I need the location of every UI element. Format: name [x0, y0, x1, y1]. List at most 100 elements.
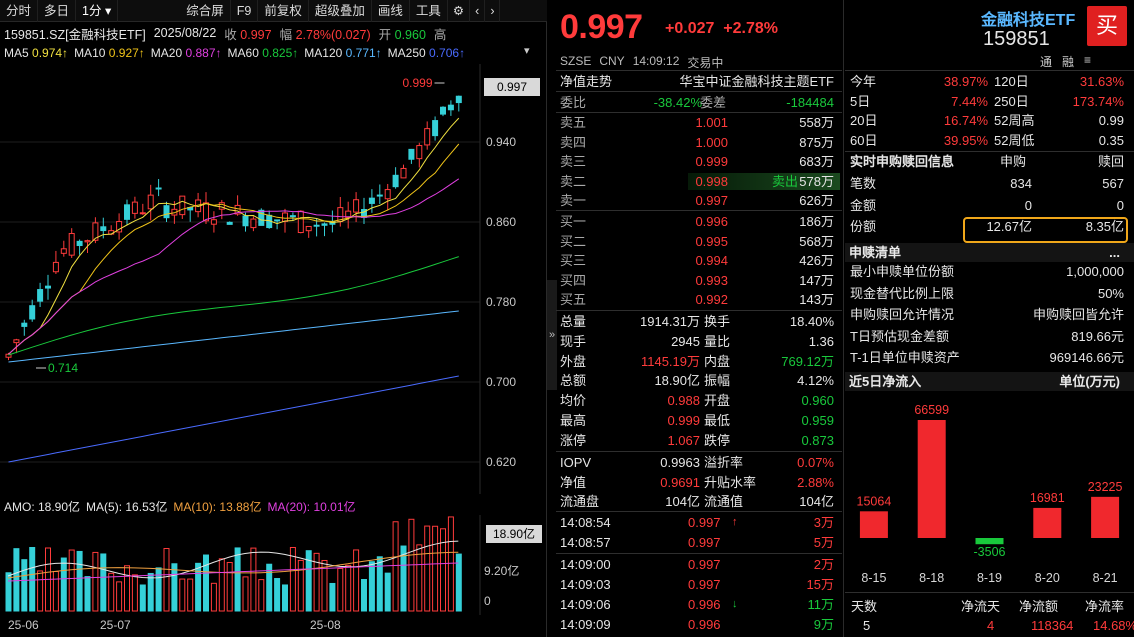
- list-label: 申购赎回允许情况: [850, 307, 955, 323]
- volume-bar: [179, 578, 186, 612]
- tools-button[interactable]: 工具: [410, 0, 448, 22]
- volume-tag: 18.90亿: [486, 525, 542, 543]
- tick-row[interactable]: 14:09:03 0.997 15万: [560, 575, 838, 594]
- ask-row[interactable]: 卖二 0.998 卖出 578万: [560, 172, 840, 191]
- perf-value: 0.35: [1098, 132, 1124, 148]
- list-header: 申赎清单 ...: [845, 243, 1134, 262]
- stat-value: 18.90亿: [654, 373, 700, 389]
- ask-row[interactable]: 卖三 0.999 683万: [560, 152, 838, 171]
- chevron-left-icon[interactable]: ‹: [470, 0, 486, 22]
- volume-chart[interactable]: 9.20亿 0: [0, 515, 547, 615]
- stat-value: 1.36: [808, 333, 834, 349]
- ask-row[interactable]: 卖一 0.997 626万: [560, 191, 838, 210]
- perf-value: 38.97%: [943, 74, 988, 89]
- fund-short-name: 金融科技ETF: [981, 12, 1076, 29]
- period-label: 1分: [82, 3, 102, 18]
- candle: [84, 240, 91, 243]
- candle: [179, 195, 186, 216]
- menu-icon[interactable]: ≡: [1084, 53, 1092, 67]
- netval-row[interactable]: 净值走势 华宝中证金融科技主题ETF: [560, 72, 838, 91]
- flow-foot-value: 118364: [1031, 618, 1074, 633]
- ask-row[interactable]: 卖四 1.000 875万: [560, 133, 838, 152]
- perf-row: 今年 38.97% 120日 31.63%: [850, 72, 1128, 91]
- performance-table: 今年 38.97% 120日 31.63% 5日 7.44% 250日 173.74% 20日 1…: [845, 72, 1130, 152]
- volume-bar: [266, 563, 273, 612]
- tick-row[interactable]: 14:09:09 0.996 9万: [560, 615, 838, 634]
- level-label: 卖五: [560, 115, 587, 130]
- ma-item: MA10 0.927↑: [74, 46, 145, 60]
- more-icon[interactable]: ...: [1109, 245, 1120, 260]
- tick-row[interactable]: 14:08:57 0.997 5万: [560, 533, 838, 552]
- bid-row[interactable]: 买二 0.995 568万: [560, 232, 838, 251]
- bid-row[interactable]: 买四 0.993 147万: [560, 271, 838, 290]
- order-book: 卖五 1.001 558万卖四 1.000 875万 卖三 0.999 683万 卖二 0.998…: [556, 113, 842, 309]
- perf-value: 39.95%: [943, 132, 988, 148]
- period-select[interactable]: 1分 ▾: [76, 0, 119, 22]
- stat-label: 总量: [560, 314, 587, 329]
- adjust-button[interactable]: 前复权: [258, 0, 309, 22]
- ma-value: 0.887↑: [185, 46, 222, 60]
- composite-screen-button[interactable]: 综合屏: [180, 0, 231, 22]
- tick-row[interactable]: 14:09:06 0.996 ↓ 11万: [560, 595, 838, 614]
- volume-bar: [218, 558, 225, 612]
- inflow-bar: [1033, 507, 1062, 538]
- tick-row[interactable]: 14:08:54 0.997 ↑ 3万: [560, 513, 838, 532]
- level-price: 1.001: [695, 115, 728, 130]
- inflow-label: 16981: [1030, 491, 1065, 505]
- candle: [297, 210, 304, 234]
- open-field: 开 0.960: [379, 24, 426, 43]
- sg-col-subscribe: 申购: [1000, 154, 1027, 169]
- stat-row: 总额 18.90亿 振幅 4.12%: [560, 371, 838, 390]
- y-tick: 0.780: [486, 295, 516, 309]
- chevron-right-icon[interactable]: ›: [485, 0, 501, 22]
- volume-bar: [29, 547, 36, 612]
- volume-bar: [131, 574, 138, 612]
- bid-row[interactable]: 买五 0.992 143万: [560, 290, 838, 309]
- tick-volume: 9万: [813, 617, 834, 632]
- stat-value: 104亿: [799, 494, 834, 509]
- rong-button[interactable]: 融: [1062, 55, 1075, 69]
- f9-button[interactable]: F9: [231, 0, 259, 22]
- tab-intraday[interactable]: 分时: [0, 0, 39, 22]
- tab-multiday[interactable]: 多日: [38, 0, 77, 22]
- volume-bar: [384, 572, 391, 612]
- bid-row[interactable]: 买三 0.994 426万: [560, 251, 838, 270]
- candle: [124, 204, 130, 220]
- volume-bar: [376, 556, 383, 612]
- volume-bar: [52, 571, 59, 612]
- level-volume: 558万: [799, 115, 834, 130]
- tick-row[interactable]: 14:09:00 0.997 2万: [560, 555, 838, 574]
- volume-bar: [76, 550, 83, 612]
- bid-row[interactable]: 买一 0.996 186万: [560, 212, 838, 231]
- candle: [76, 240, 83, 247]
- stat-row: 外盘 1145.19万 内盘 769.12万: [560, 352, 838, 371]
- kline-chart[interactable]: 0.940 0.860 0.780 0.700 0.620 0.999 0.714: [0, 64, 547, 494]
- level-label: 买三: [560, 253, 587, 269]
- stat-label: 跌停: [704, 432, 731, 448]
- ask-row[interactable]: 卖五 1.001 558万: [560, 113, 838, 132]
- amo-ma10-line: [7, 551, 459, 579]
- ma-line: [8, 310, 459, 363]
- gear-icon[interactable]: ⚙: [448, 0, 471, 22]
- settings-icon[interactable]: ▾: [524, 45, 530, 57]
- stat-row: 均价 0.988 开盘 0.960: [560, 391, 838, 410]
- fund-code: 159851: [983, 28, 1050, 50]
- tong-button[interactable]: 通: [1040, 55, 1053, 69]
- perf-label: 20日: [850, 113, 878, 129]
- vol-tick: 0: [484, 594, 491, 608]
- tick-list[interactable]: 14:08:54 0.997 ↑ 3万 14:08:57 0.997 5万 14:09:00 0…: [556, 513, 842, 637]
- stat-label: 内盘: [704, 353, 731, 369]
- volume-bar: [100, 553, 107, 612]
- sg-label: 份额: [850, 219, 877, 234]
- overlay-button[interactable]: 超级叠加: [309, 0, 372, 22]
- collapse-handle[interactable]: »: [547, 280, 557, 390]
- buy-button[interactable]: 买: [1087, 6, 1127, 46]
- candle: [5, 353, 12, 358]
- draw-button[interactable]: 画线: [372, 0, 410, 22]
- candle: [52, 261, 59, 273]
- volume-bar: [361, 579, 367, 612]
- tick-time: 14:09:00: [560, 557, 611, 572]
- volume-bar: [274, 578, 281, 612]
- sg-row: 份额 12.67亿 8.35亿: [850, 217, 1128, 236]
- sg-redeem: 567: [1102, 176, 1124, 191]
